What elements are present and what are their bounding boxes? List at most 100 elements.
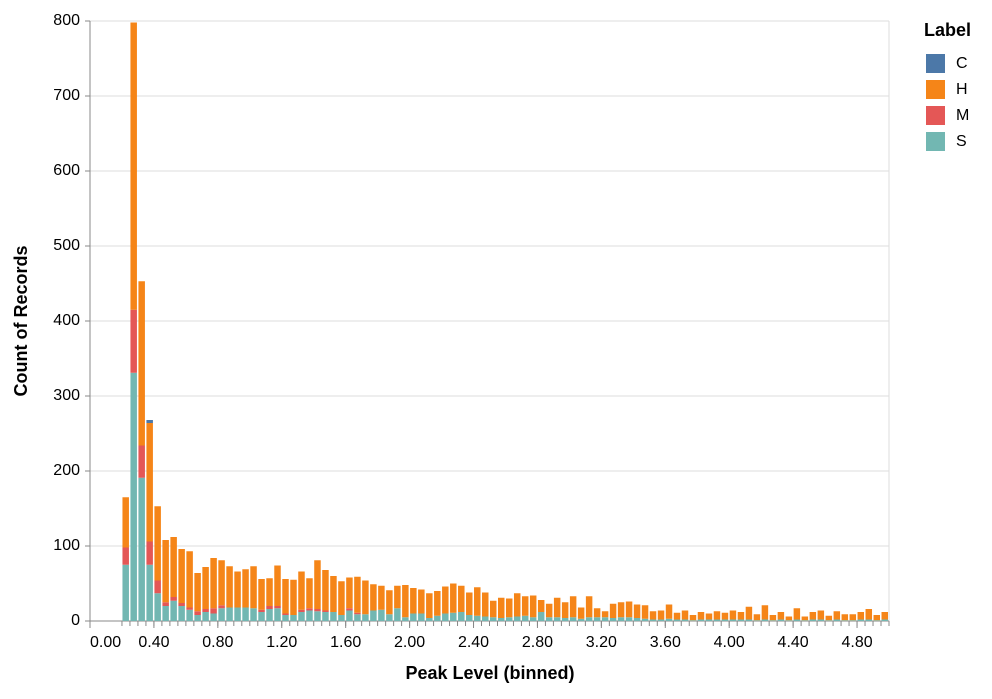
bar-segment: [194, 615, 201, 621]
legend-swatch: [926, 54, 945, 73]
x-tick-label: 3.20: [586, 634, 617, 651]
bar-segment: [186, 551, 193, 608]
bar-segment: [386, 590, 393, 615]
legend-swatch: [926, 132, 945, 151]
bar-segment: [601, 617, 609, 621]
bar-segment: [474, 587, 481, 616]
bar-segment: [729, 610, 737, 620]
bar-segment: [601, 611, 609, 618]
bar-segment: [154, 506, 161, 581]
bar-segment: [793, 619, 801, 621]
bar-segment: [881, 619, 888, 621]
bar-segment: [801, 616, 809, 621]
bar-segment: [410, 588, 417, 614]
bar-segment: [697, 619, 705, 621]
bar-segment: [450, 583, 457, 613]
bar-segment: [178, 603, 185, 606]
bar-segment: [322, 610, 329, 612]
bar-segment: [242, 607, 249, 621]
bar-segment: [737, 619, 745, 621]
bar-segment: [194, 611, 201, 615]
bar-segment: [577, 618, 585, 621]
bar-segment: [729, 619, 737, 621]
bar-segment: [210, 613, 217, 621]
bar-segment: [713, 619, 721, 621]
y-tick-label: 100: [53, 537, 80, 554]
bar-segment: [298, 609, 305, 612]
bar-segment: [122, 564, 129, 621]
x-tick-label: 3.60: [650, 634, 681, 651]
bar-segment: [418, 613, 425, 621]
bar-segment: [458, 612, 465, 621]
bar-segment: [561, 602, 569, 618]
bar-segment: [705, 619, 713, 621]
y-tick-label: 800: [53, 12, 80, 29]
bar-segment: [705, 613, 713, 620]
bar-segment: [721, 612, 729, 620]
bar-segment: [809, 612, 817, 620]
bar-segment: [881, 612, 888, 620]
x-tick-label: 0.40: [138, 634, 169, 651]
bar-segment: [338, 615, 345, 621]
bar-segment: [258, 609, 265, 612]
bar-segment: [681, 619, 689, 621]
bar-segment: [761, 605, 769, 620]
bar-segment: [641, 605, 649, 619]
x-tick-label: 4.40: [778, 634, 809, 651]
bar-segment: [817, 610, 825, 620]
bar-segment: [505, 598, 513, 618]
bar-segment: [474, 615, 481, 621]
bar-segment: [210, 558, 217, 609]
bar-segment: [146, 564, 153, 621]
bar-segment: [561, 618, 569, 621]
bar-segment: [865, 609, 873, 620]
bar-segment: [849, 620, 857, 621]
legend-swatch: [926, 106, 945, 125]
bar-segment: [617, 602, 625, 618]
bar-segment: [625, 601, 633, 618]
y-tick-label: 500: [53, 237, 80, 254]
bar-segment: [593, 617, 601, 621]
bar-segment: [322, 570, 329, 611]
x-axis-title: Peak Level (binned): [405, 663, 574, 683]
y-tick-label: 400: [53, 312, 80, 329]
bar-segment: [322, 612, 329, 621]
x-tick-label: 2.40: [458, 634, 489, 651]
bar-segment: [585, 617, 593, 621]
bar-segment: [785, 616, 793, 621]
bar-segment: [466, 592, 473, 615]
bar-segment: [553, 617, 561, 621]
bar-segment: [250, 566, 257, 609]
bar-segment: [138, 281, 145, 446]
bar-segment: [825, 620, 833, 621]
bar-segment: [170, 537, 177, 597]
bar-segment: [178, 549, 185, 603]
bar-segment: [769, 620, 777, 621]
bar-segment: [633, 618, 641, 621]
bar-segment: [753, 614, 761, 621]
bar-segment: [226, 607, 233, 621]
bar-segment: [434, 591, 441, 616]
bar-segment: [785, 620, 793, 621]
bar-segment: [777, 619, 785, 621]
bar-segment: [490, 600, 497, 618]
bar-segment: [825, 615, 833, 621]
bar-segment: [569, 596, 577, 618]
bar-segment: [218, 605, 225, 609]
bar-segment: [689, 620, 697, 621]
bar-segment: [210, 608, 217, 614]
bar-segment: [138, 477, 145, 621]
x-tick-label: 0.00: [90, 634, 121, 651]
bar-segment: [482, 592, 489, 617]
bar-segment: [737, 612, 745, 620]
bar-segment: [497, 597, 505, 618]
bar-segment: [346, 577, 353, 609]
bar-segment: [186, 609, 193, 621]
bar-segment: [745, 606, 753, 620]
bar-segment: [537, 600, 545, 612]
bar-segment: [282, 579, 289, 614]
bar-segment: [298, 571, 305, 610]
bar-segment: [266, 606, 273, 609]
bar-segment: [370, 610, 377, 621]
bar-segment: [521, 615, 529, 621]
